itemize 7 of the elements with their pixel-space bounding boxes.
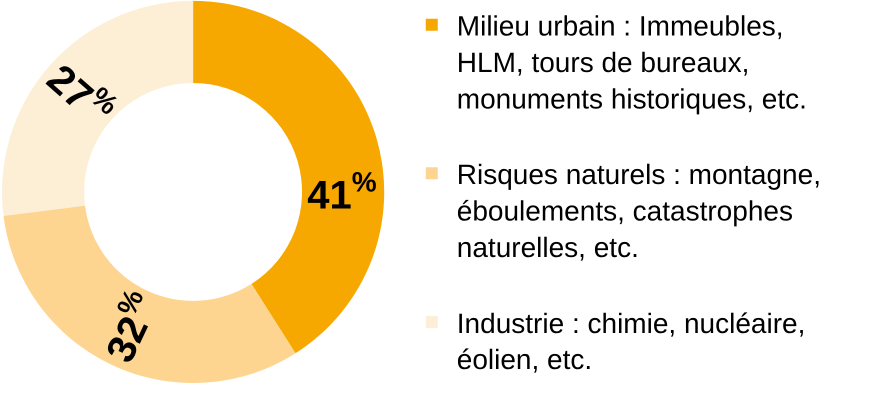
legend-label: Industrie : chimie, nucléaire, éolien, etc. [456, 308, 806, 376]
donut-slice [193, 0, 384, 354]
donut-slice [4, 206, 296, 383]
data-label: 41$^{%}$ [307, 166, 377, 218]
donut-slice [2, 0, 194, 216]
legend-label: Milieu urbain : Immeubles, HLM, tours de bureaux, monuments historiques, etc. [456, 10, 807, 114]
legend-label: Risques naturels : montagne, éboulements, catastrophes naturelles, etc. [456, 159, 821, 264]
